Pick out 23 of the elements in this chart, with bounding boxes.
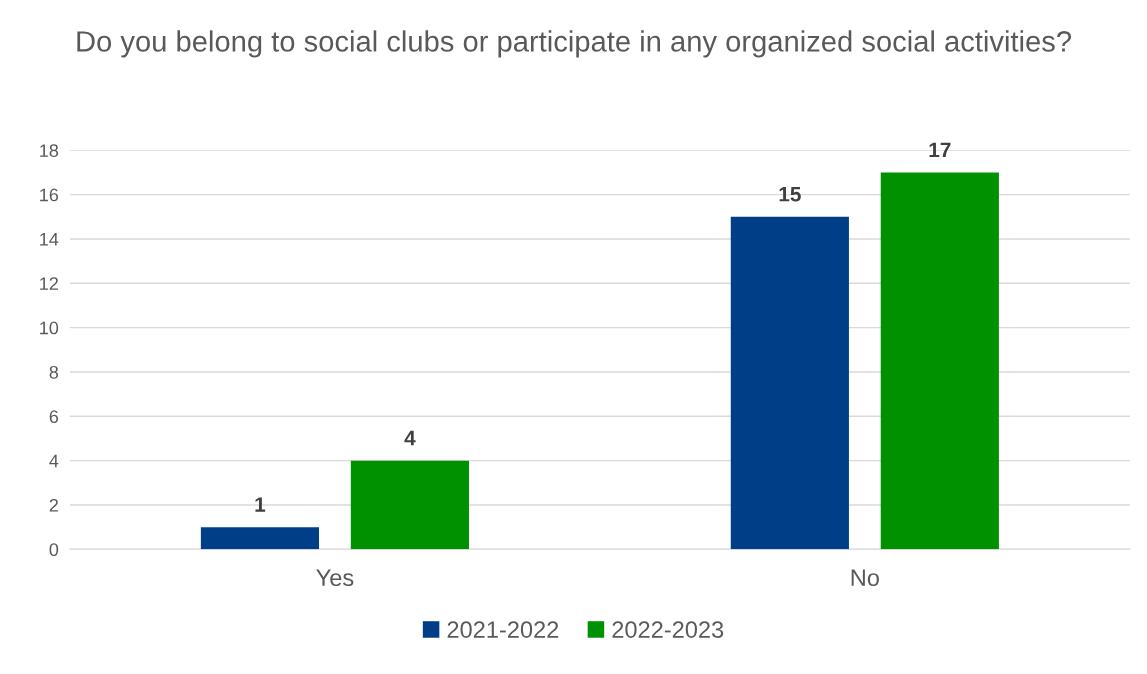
y-tick-label: 0 xyxy=(49,543,59,557)
bar xyxy=(350,460,469,550)
data-label: 17 xyxy=(929,142,951,158)
chart-title: Do you belong to social clubs or participate in any organized social activities? xyxy=(77,30,1071,58)
data-label: 4 xyxy=(404,430,416,446)
y-tick-label: 6 xyxy=(49,410,59,424)
y-tick-label: 4 xyxy=(49,454,59,468)
y-tick-label: 16 xyxy=(40,188,59,202)
y-tick-label: 2 xyxy=(49,498,58,512)
bar xyxy=(730,216,849,550)
bar xyxy=(200,527,320,550)
legend-label: 2021-2022 xyxy=(447,621,559,638)
data-label: 15 xyxy=(779,187,801,202)
y-tick-label: 18 xyxy=(40,144,59,158)
y-tick-label: 12 xyxy=(40,277,58,290)
y-tick-label: 10 xyxy=(40,321,59,335)
y-tick-label: 8 xyxy=(49,365,59,379)
legend-label: 2022-2023 xyxy=(612,621,724,638)
y-tick-label: 14 xyxy=(40,233,59,246)
data-label: 1 xyxy=(255,497,266,512)
x-tick-label: No xyxy=(851,569,879,587)
bar xyxy=(880,172,999,550)
x-tick-label: Yes xyxy=(316,569,354,587)
